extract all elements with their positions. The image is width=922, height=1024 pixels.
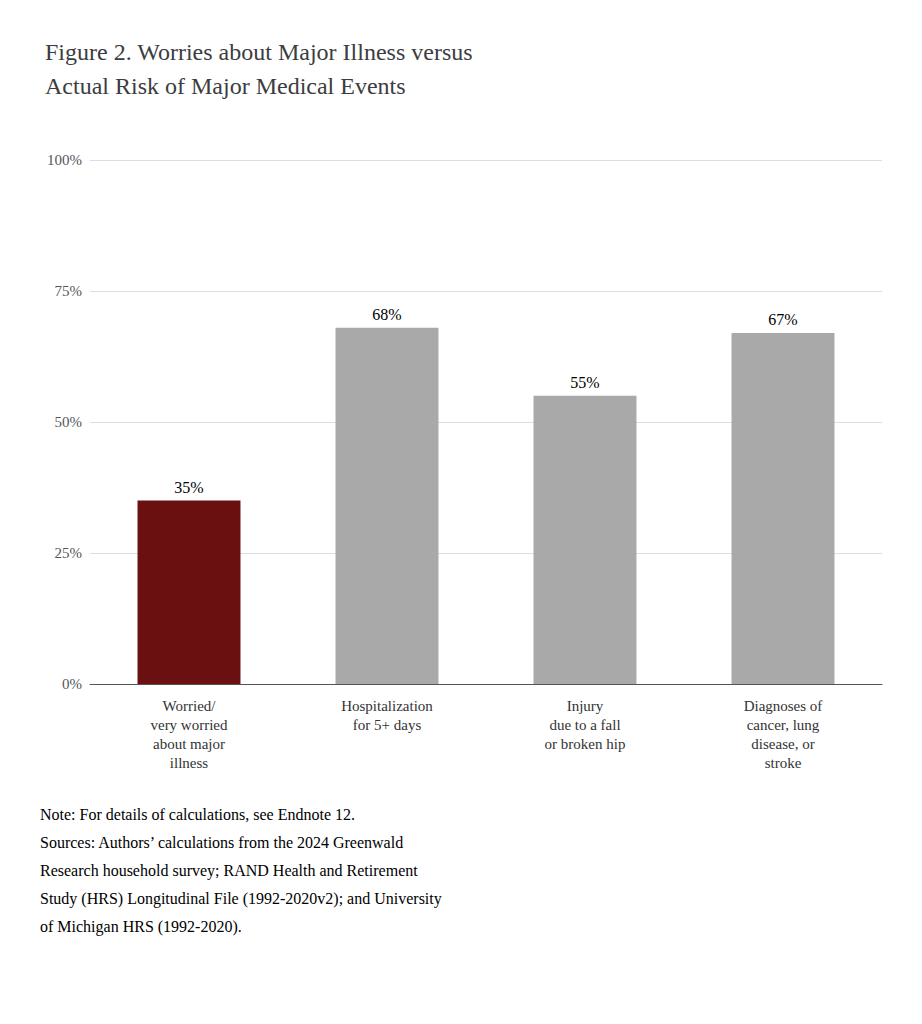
svg-text:due to a fall: due to a fall bbox=[549, 717, 620, 733]
svg-text:Worried/: Worried/ bbox=[163, 698, 217, 714]
svg-text:Diagnoses of: Diagnoses of bbox=[744, 698, 823, 714]
svg-text:75%: 75% bbox=[55, 283, 83, 299]
svg-text:Figure 2. Worries about Major: Figure 2. Worries about Major Illness ve… bbox=[45, 39, 473, 65]
svg-text:illness: illness bbox=[170, 755, 208, 771]
svg-text:Hospitalization: Hospitalization bbox=[341, 698, 433, 714]
svg-text:67%: 67% bbox=[768, 311, 797, 328]
svg-text:very worried: very worried bbox=[150, 717, 228, 733]
svg-text:disease, or: disease, or bbox=[751, 736, 814, 752]
svg-text:Research household survey; RAN: Research household survey; RAND Health a… bbox=[40, 862, 418, 880]
svg-text:35%: 35% bbox=[174, 479, 203, 496]
svg-text:about major: about major bbox=[153, 736, 225, 752]
svg-text:of Michigan HRS (1992-2020).: of Michigan HRS (1992-2020). bbox=[40, 918, 242, 936]
svg-text:68%: 68% bbox=[372, 306, 401, 323]
svg-text:Injury: Injury bbox=[567, 698, 604, 714]
svg-text:25%: 25% bbox=[55, 545, 83, 561]
svg-text:100%: 100% bbox=[47, 152, 82, 168]
svg-text:55%: 55% bbox=[570, 374, 599, 391]
svg-text:Note: For details of calculati: Note: For details of calculations, see E… bbox=[40, 806, 355, 823]
svg-text:Sources: Authors’ calculations: Sources: Authors’ calculations from the … bbox=[40, 834, 403, 851]
svg-text:for 5+ days: for 5+ days bbox=[353, 717, 422, 733]
svg-text:Actual Risk of Major Medical E: Actual Risk of Major Medical Events bbox=[45, 73, 406, 99]
svg-text:cancer, lung: cancer, lung bbox=[747, 717, 820, 733]
svg-text:Study (HRS) Longitudinal File: Study (HRS) Longitudinal File (1992-2020… bbox=[40, 890, 442, 908]
svg-text:stroke: stroke bbox=[765, 755, 802, 771]
svg-text:or broken hip: or broken hip bbox=[545, 736, 626, 752]
svg-text:50%: 50% bbox=[55, 414, 83, 430]
svg-text:0%: 0% bbox=[62, 676, 82, 692]
